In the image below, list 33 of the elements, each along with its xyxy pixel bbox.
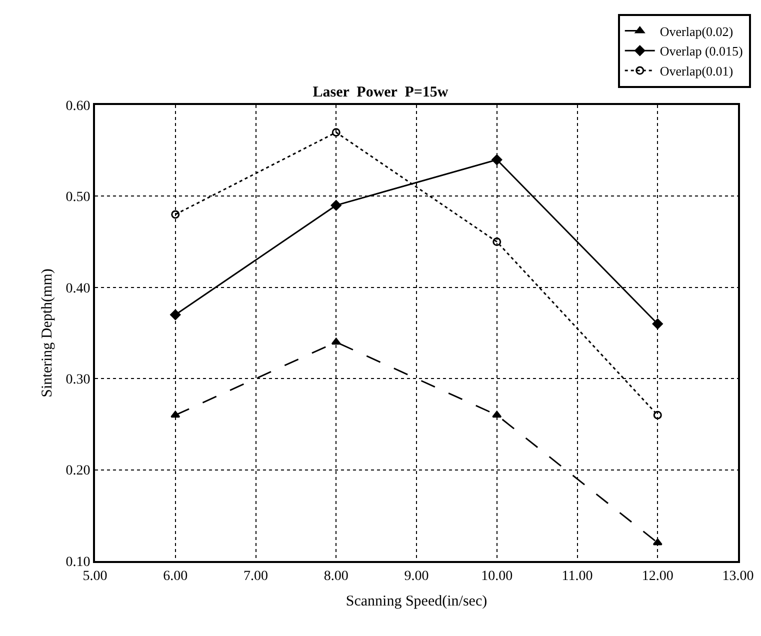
point [492,238,502,246]
y-tick-label: 0.30 [66,372,90,388]
x-tick-label: 9.00 [404,568,429,584]
point [332,128,340,137]
x-tick-label: 7.00 [244,568,268,584]
chart-title: Laser Power P=15w [312,84,448,100]
x-tick-label: 8.00 [324,568,348,584]
point [331,338,341,345]
y-tick-label: 0.40 [66,281,90,296]
x-tick-label: 10.00 [481,568,513,584]
x-axis-title: Scanning Speed(in/sec) [346,593,488,610]
point [170,410,180,418]
point [171,210,180,219]
point [652,318,663,330]
point [492,154,502,166]
legend-label: Overlap(0.01) [660,64,734,79]
x-tick-label: 6.00 [163,568,188,584]
x-tick-label: 5.00 [82,568,108,584]
y-tick-label: 0.60 [66,98,90,114]
x-tick-label: 11.00 [562,568,593,584]
y-tick-label: 0.20 [66,464,90,479]
point [170,309,181,320]
legend-label: Overlap (0.015) [660,44,743,59]
y-tick-label: 0.50 [66,190,90,206]
y-tick-label: 0.10 [66,554,90,570]
point [653,410,662,420]
y-axis-title: Sintering Depth(mm) [39,268,56,398]
x-tick-label: 13.00 [722,568,754,584]
point [492,410,502,418]
point [330,200,342,211]
legend-label: Overlap(0.02) [660,24,734,39]
point [652,538,662,546]
x-tick-label: 12.00 [642,568,674,584]
